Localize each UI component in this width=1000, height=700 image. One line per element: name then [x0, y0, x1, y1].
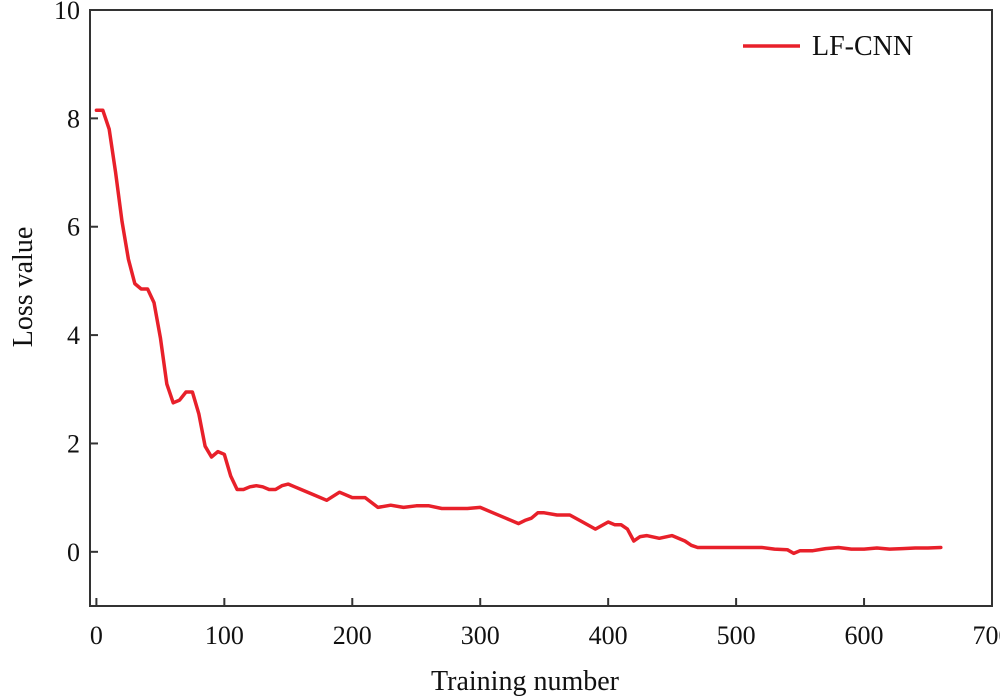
plot-area: [89, 9, 993, 607]
ticks-layer: 02468100100200300400500600700: [54, 0, 1000, 650]
legend-label: LF-CNN: [812, 31, 913, 62]
x-axis-title: Training number: [431, 666, 620, 697]
x-tick-label: 0: [90, 621, 103, 650]
x-tick-label: 400: [589, 621, 628, 650]
x-tick-label: 300: [461, 621, 500, 650]
y-tick-label: 0: [67, 538, 80, 567]
y-tick-label: 10: [54, 0, 80, 25]
series-line-lf-cnn: [94, 108, 943, 556]
y-tick-label: 2: [67, 429, 80, 458]
x-tick-label: 200: [333, 621, 372, 650]
x-tick-label: 500: [717, 621, 756, 650]
x-tick-label: 600: [845, 621, 884, 650]
series-layer: [94, 108, 943, 556]
y-tick-label: 8: [67, 104, 80, 133]
y-axis-title: Loss value: [8, 227, 39, 348]
x-tick-label: 100: [205, 621, 244, 650]
y-tick-label: 6: [67, 213, 80, 242]
y-tick-label: 4: [67, 321, 80, 350]
legend: LF-CNN: [743, 31, 913, 62]
x-tick-label: 700: [973, 621, 1000, 650]
